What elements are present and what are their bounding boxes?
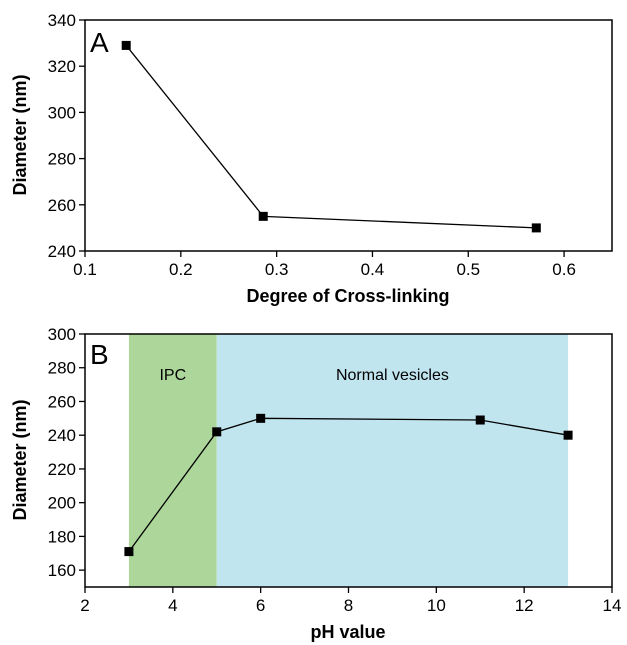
tick-group-a: 0.1 0.2 0.3 0.4 0.5 0.6 240 260 280 300 320 340 [48, 11, 576, 279]
x-tick-label-a-0: 0.1 [73, 260, 97, 279]
tick-group-b: 2 4 6 8 10 12 14 160 180 200 220 240 260 280 300 [48, 325, 622, 615]
data-point-b-2 [256, 413, 266, 423]
y-tick-label-b-5: 260 [48, 392, 76, 411]
x-tick-label-b-2: 6 [256, 596, 265, 615]
y-tick-label-b-1: 180 [48, 527, 76, 546]
data-point-b-0 [124, 547, 134, 557]
data-point-a-0 [121, 40, 131, 50]
region-label-b-0: IPC [159, 367, 186, 384]
x-axis-title-a: Degree of Cross-linking [246, 286, 449, 306]
y-tick-label-a-2: 280 [48, 150, 76, 169]
x-tick-label-a-4: 0.5 [456, 260, 480, 279]
series-group-a [121, 40, 541, 233]
x-tick-label-a-3: 0.4 [361, 260, 385, 279]
data-point-b-4 [563, 430, 573, 440]
y-tick-label-a-4: 320 [48, 57, 76, 76]
x-tick-label-a-1: 0.2 [169, 260, 193, 279]
y-tick-label-b-3: 220 [48, 460, 76, 479]
data-point-a-2 [531, 223, 541, 233]
plot-frame-a [84, 19, 613, 252]
region-label-b-1: Normal vesicles [336, 367, 449, 384]
y-tick-label-b-7: 300 [48, 325, 76, 344]
y-tick-label-a-3: 300 [48, 103, 76, 122]
y-tick-label-b-2: 200 [48, 494, 76, 513]
y-tick-label-b-6: 280 [48, 359, 76, 378]
region-b-1 [216, 334, 569, 587]
y-tick-label-b-4: 240 [48, 426, 76, 445]
x-tick-label-b-0: 2 [80, 596, 89, 615]
series-line-a [125, 45, 537, 229]
x-axis-title-b: pH value [310, 622, 385, 642]
y-tick-label-a-1: 260 [48, 196, 76, 215]
x-tick-label-b-5: 12 [515, 596, 534, 615]
panel-label-b: B [90, 339, 109, 370]
x-tick-label-b-4: 10 [427, 596, 446, 615]
data-point-b-1 [212, 427, 222, 437]
panel-label-a: A [90, 27, 109, 58]
chart-panel-a: 0.1 0.2 0.3 0.4 0.5 0.6 240 260 280 300 320 340 A D… [10, 11, 613, 306]
y-tick-label-a-0: 240 [48, 242, 76, 261]
series-group-b [124, 413, 573, 557]
x-tick-label-b-1: 4 [168, 596, 177, 615]
data-point-a-1 [258, 211, 268, 221]
x-tick-label-a-5: 0.6 [552, 260, 576, 279]
y-axis-title-b: Diameter (nm) [10, 399, 30, 520]
x-tick-label-b-6: 14 [603, 596, 622, 615]
x-tick-label-b-3: 8 [344, 596, 353, 615]
y-axis-title-a: Diameter (nm) [10, 74, 30, 195]
x-tick-label-a-2: 0.3 [265, 260, 289, 279]
region-b-0 [128, 334, 217, 587]
data-point-b-3 [475, 415, 485, 425]
y-tick-label-a-5: 340 [48, 11, 76, 30]
region-group-b: IPC Normal vesicles [128, 334, 569, 587]
y-tick-label-b-0: 160 [48, 561, 76, 580]
chart-panel-b: IPC Normal vesicles 2 4 6 8 10 12 14 160 180 200 22… [10, 325, 621, 642]
